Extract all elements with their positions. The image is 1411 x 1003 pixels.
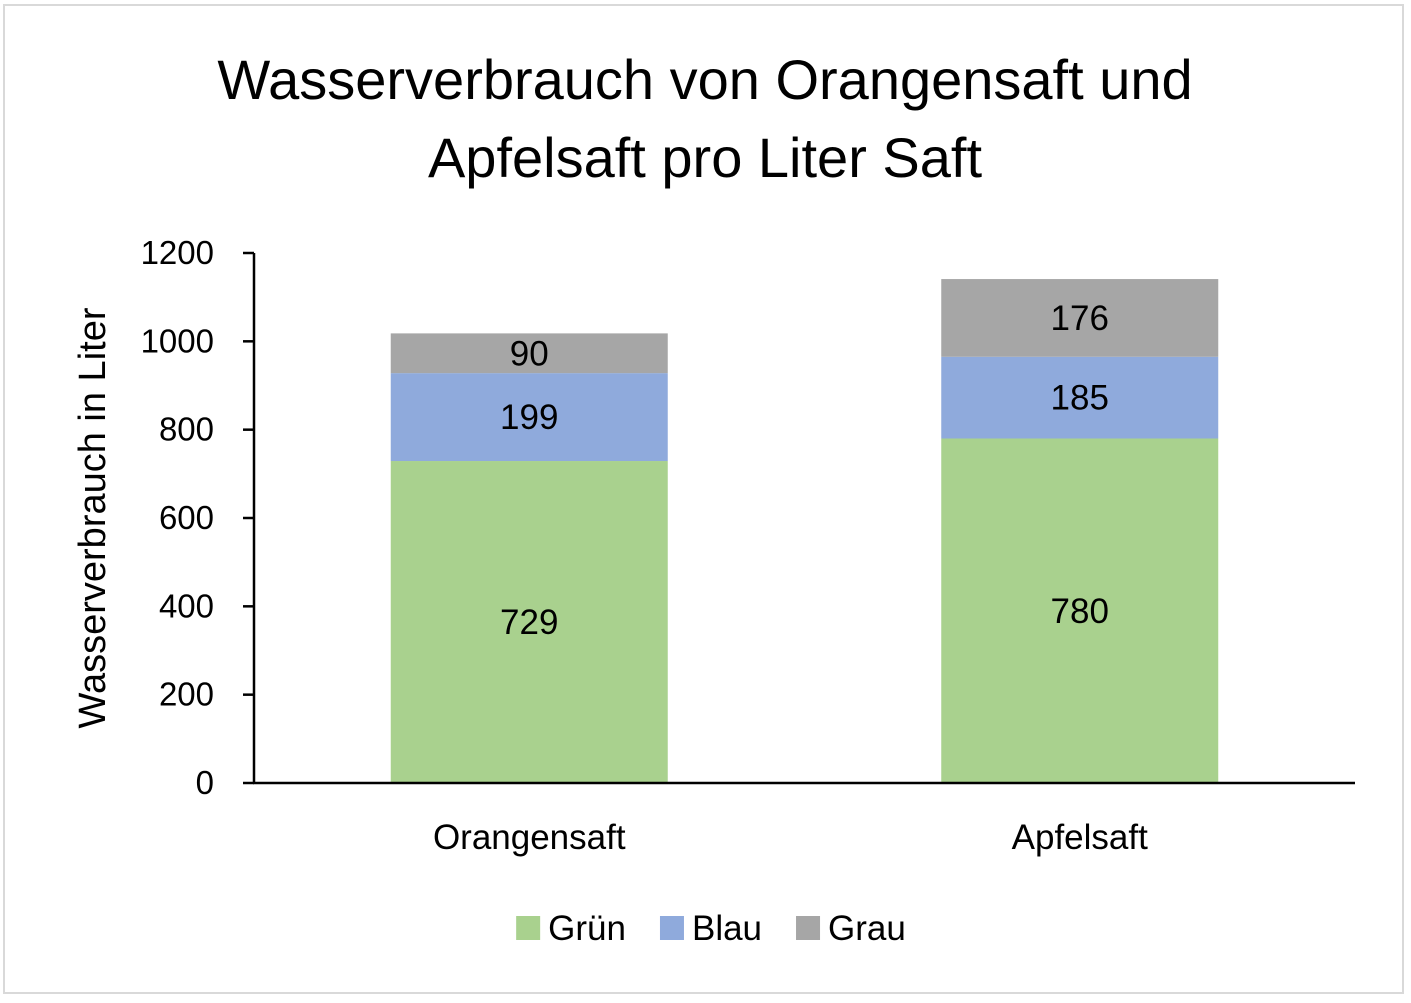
data-labels: 729 199 90 780 185 176: [500, 299, 1109, 642]
bar-apfelsaft-series-3: [941, 279, 1219, 357]
x-category-labels: Orangensaft Apfelsaft: [433, 818, 1148, 857]
bar-orangensaft-series-1: [390, 461, 668, 783]
bar-orangensaft-series-2: [390, 373, 668, 462]
y-tick-label: 1200: [141, 234, 214, 271]
chart-title-line-2: Apfelsaft pro Liter Saft: [428, 126, 983, 189]
y-tick-label: 400: [159, 587, 214, 624]
legend-label-1: Grün: [548, 909, 626, 948]
chart-title-line-1: Wasserverbrauch von Orangensaft und: [217, 48, 1192, 111]
y-tick-label: 200: [159, 676, 214, 713]
legend-label-2: Blau: [692, 909, 762, 948]
data-label-apfelsaft-series-1: 780: [1051, 592, 1109, 631]
bar-orangensaft-series-3: [390, 333, 668, 374]
legend-label-3: Grau: [828, 909, 906, 948]
axes: [243, 251, 1355, 785]
legend: Grün Blau Grau: [516, 909, 906, 948]
data-label-apfelsaft-series-2: 185: [1051, 379, 1109, 418]
y-tick-labels: 0 200 400 600 800 1000 1200: [141, 234, 214, 801]
chart-title: Wasserverbrauch von Orangensaft und Apfe…: [217, 48, 1192, 189]
bar-apfelsaft-series-1: [941, 438, 1219, 783]
data-label-orangensaft-series-2: 199: [500, 398, 558, 437]
y-tick-label: 800: [159, 411, 214, 448]
y-axis-label: Wasserverbrauch in Liter: [72, 307, 114, 728]
x-category-label-apfelsaft: Apfelsaft: [1012, 818, 1148, 857]
bar-apfelsaft-series-2: [941, 356, 1219, 439]
y-tick-label: 600: [159, 499, 214, 536]
x-category-label-orangensaft: Orangensaft: [433, 818, 626, 857]
data-label-apfelsaft-series-3: 176: [1051, 299, 1109, 338]
legend-swatch-1: [516, 916, 541, 940]
legend-swatch-2: [659, 916, 684, 940]
data-label-orangensaft-series-3: 90: [510, 334, 549, 373]
legend-swatch-3: [796, 916, 821, 940]
data-label-orangensaft-series-1: 729: [500, 603, 558, 642]
y-tick-label: 0: [196, 764, 214, 801]
bars: [390, 279, 1219, 783]
y-tick-label: 1000: [141, 322, 214, 359]
